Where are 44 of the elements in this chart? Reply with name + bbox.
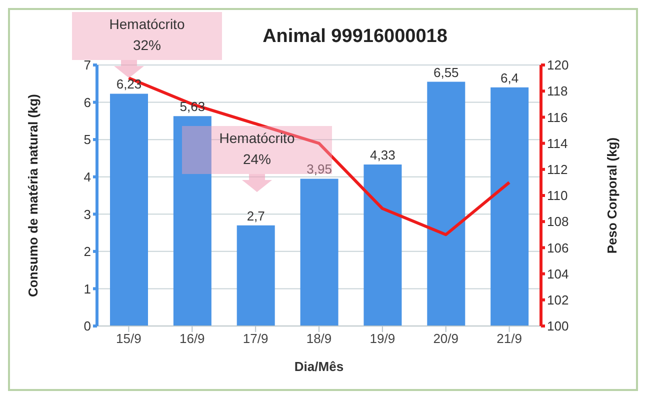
y2-tick-label: 116	[547, 110, 568, 125]
y-tick-label: 0	[84, 318, 91, 334]
data-label: 3,95	[306, 162, 332, 177]
y2-tick-label: 112	[547, 162, 568, 178]
y2-tick-label: 106	[547, 240, 569, 256]
bar	[173, 116, 212, 326]
y-tick-label: 3	[84, 206, 91, 222]
y-tick-label: 7	[84, 58, 91, 73]
x-tick-label: 16/9	[179, 331, 205, 346]
x-tick-label: 18/9	[306, 331, 332, 346]
x-tick-label: 19/9	[370, 331, 396, 346]
bar	[300, 178, 338, 326]
x-tick-label: 15/9	[116, 331, 142, 346]
bar	[364, 164, 402, 326]
y2-axis-title: Peso Corporal (kg)	[604, 137, 620, 254]
data-label: 4,33	[370, 148, 396, 163]
x-tick-label: 20/9	[433, 331, 459, 346]
y-tick-label: 4	[84, 169, 91, 184]
y-axis-title: Consumo de matéria natural (kg)	[26, 94, 41, 297]
data-label: 2,7	[246, 208, 265, 224]
y2-tick-label: 108	[547, 214, 569, 230]
x-tick-label: 21/9	[496, 331, 522, 346]
y2-tick-label: 120	[547, 58, 569, 73]
chart-title: Animal 99916000018	[262, 26, 448, 47]
annotation: Hematócrito 24%	[218, 128, 296, 167]
data-label: 6,55	[433, 64, 459, 80]
y-tick-label: 2	[84, 244, 91, 260]
y2-tick-label: 102	[547, 292, 569, 308]
y2-tick-label: 114	[547, 136, 568, 151]
x-tick-label: 17/9	[242, 331, 268, 346]
bar	[490, 87, 529, 326]
x-axis-title: Dia/Mês	[294, 359, 344, 374]
bar	[110, 94, 148, 326]
y2-tick-label: 118	[547, 84, 568, 99]
y2-tick-label: 100	[547, 318, 569, 334]
y-tick-label: 5	[84, 132, 91, 148]
y2-tick-label: 104	[547, 266, 569, 282]
y2-tick-label: 110	[547, 188, 568, 204]
data-label: 6,23	[116, 76, 142, 92]
y-tick-label: 1	[84, 281, 91, 296]
bar	[427, 82, 466, 326]
bar	[236, 225, 275, 326]
y-tick-label: 6	[84, 94, 91, 110]
data-label: 6,4	[500, 70, 519, 86]
